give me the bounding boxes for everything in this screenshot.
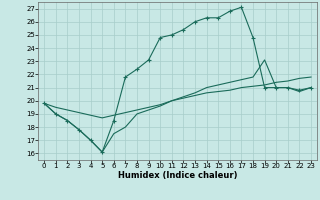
X-axis label: Humidex (Indice chaleur): Humidex (Indice chaleur) bbox=[118, 171, 237, 180]
